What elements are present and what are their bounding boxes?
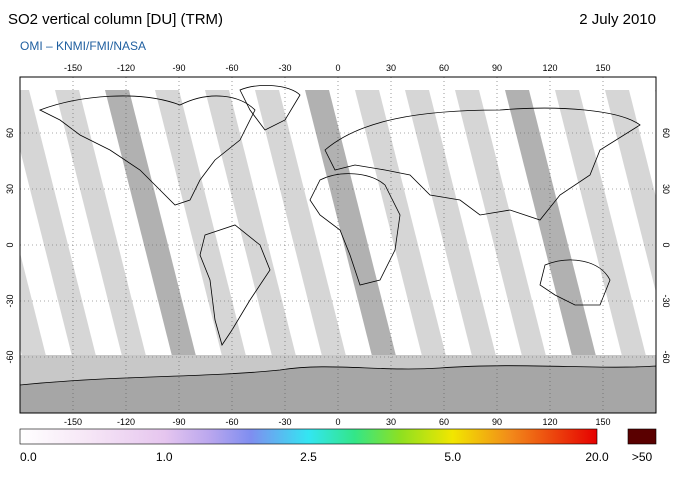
swath (455, 90, 547, 360)
swath (255, 90, 347, 360)
lon-label: -60 (225, 417, 238, 427)
lat-label: 0 (5, 242, 15, 247)
map (20, 77, 656, 413)
lon-label: -120 (117, 417, 135, 427)
swath (55, 90, 147, 360)
lat-label: -30 (661, 294, 671, 307)
greenland (239, 85, 301, 131)
swath (20, 252, 47, 360)
lon-label: -90 (172, 63, 185, 73)
eurasia (324, 107, 641, 221)
swath (405, 90, 497, 360)
swath (205, 90, 297, 360)
lon-label: -150 (64, 417, 82, 427)
swath (305, 90, 397, 360)
title: SO2 vertical column [DU] (TRM) (8, 11, 223, 28)
lat-label: 0 (661, 242, 671, 247)
colorbar-label: 2.5 (300, 450, 317, 464)
swaths (20, 90, 656, 360)
australia (539, 259, 611, 306)
lon-label: -60 (225, 63, 238, 73)
swath (20, 90, 97, 360)
lat-label: 30 (661, 184, 671, 194)
lon-label: 90 (492, 417, 502, 427)
swath (105, 90, 197, 360)
colorbar-overflow (627, 428, 657, 445)
lat-label: 60 (5, 128, 15, 138)
swath (555, 90, 647, 360)
lon-label: -120 (117, 63, 135, 73)
lon-label: 30 (386, 63, 396, 73)
lon-label: 60 (439, 63, 449, 73)
north-america (39, 95, 256, 206)
lon-label: -150 (64, 63, 82, 73)
lon-label: 120 (542, 63, 557, 73)
swath (505, 90, 597, 360)
lon-label: -90 (172, 417, 185, 427)
coastlines (39, 85, 641, 346)
lon-label: 150 (595, 63, 610, 73)
lat-label: -60 (5, 350, 15, 363)
lat-label: 30 (5, 184, 15, 194)
colorbar-label: 20.0 (585, 450, 609, 464)
lon-label: 60 (439, 417, 449, 427)
lon-label: 90 (492, 63, 502, 73)
lat-label: -30 (5, 294, 15, 307)
lon-label: 30 (386, 417, 396, 427)
swath (155, 90, 247, 360)
colorbar-label: 5.0 (444, 450, 461, 464)
swath (605, 90, 656, 293)
lon-label: -30 (278, 63, 291, 73)
subtitle: OMI – KNMI/FMI/NASA (20, 39, 146, 53)
lon-label: -30 (278, 417, 291, 427)
colorbar-labels: 0.0 1.0 2.5 5.0 20.0 (20, 450, 609, 464)
graticule (20, 77, 656, 413)
lon-label: 120 (542, 417, 557, 427)
colorbar-label: 1.0 (156, 450, 173, 464)
overflow-label: >50 (632, 450, 653, 464)
colorbar (19, 428, 598, 445)
colorbar-label: 0.0 (20, 450, 37, 464)
lat-label: -60 (661, 350, 671, 363)
map-frame (19, 76, 657, 414)
date: 2 July 2010 (579, 11, 656, 28)
lon-label: 0 (335, 63, 340, 73)
lat-label: 60 (661, 128, 671, 138)
africa (309, 173, 401, 286)
lon-label: 150 (595, 417, 610, 427)
lon-label: 0 (335, 417, 340, 427)
swath (355, 90, 447, 360)
